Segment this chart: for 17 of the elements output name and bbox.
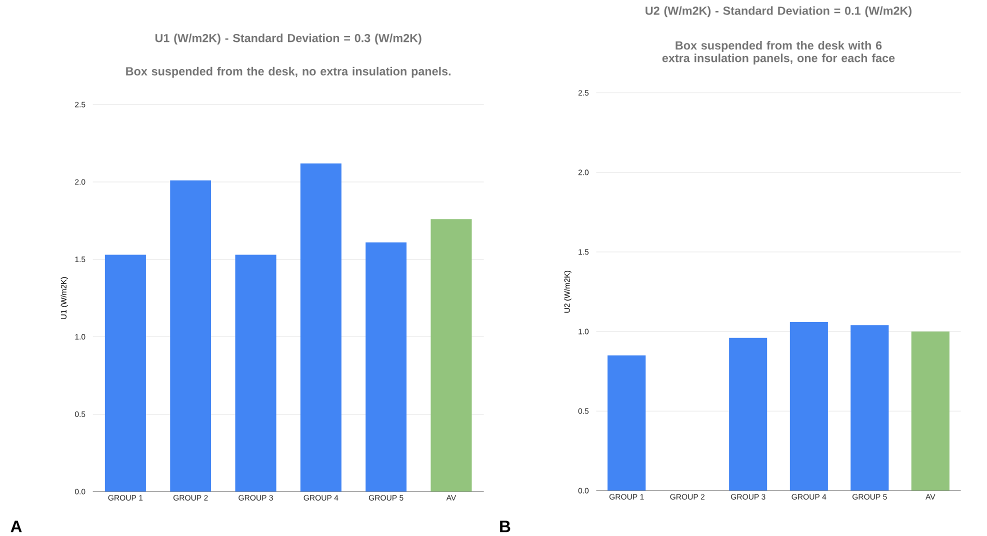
bar bbox=[850, 325, 889, 491]
bar bbox=[235, 254, 276, 492]
bar bbox=[430, 219, 472, 492]
bar bbox=[104, 254, 146, 492]
bar bbox=[790, 322, 828, 491]
chart-subtitle: Box suspended from the desk with 6 extra insulation panels, one for each face bbox=[662, 41, 895, 65]
chart-title: U1 (W/m2K) - Standard Deviation = 0.3 (W/m2K) bbox=[155, 34, 422, 45]
bar bbox=[300, 164, 342, 492]
bar bbox=[170, 180, 212, 492]
bar bbox=[729, 338, 768, 491]
chart-title: U2 (W/m2K) - Standard Deviation = 0.1 (W/m2K) bbox=[646, 6, 912, 18]
text: A bbox=[10, 520, 22, 532]
text: B bbox=[500, 520, 510, 532]
bar bbox=[911, 332, 950, 491]
chart-subtitle: Box suspended from the desk, no extra insulation panels. bbox=[126, 67, 451, 78]
bar bbox=[608, 356, 646, 491]
bar bbox=[366, 242, 407, 492]
